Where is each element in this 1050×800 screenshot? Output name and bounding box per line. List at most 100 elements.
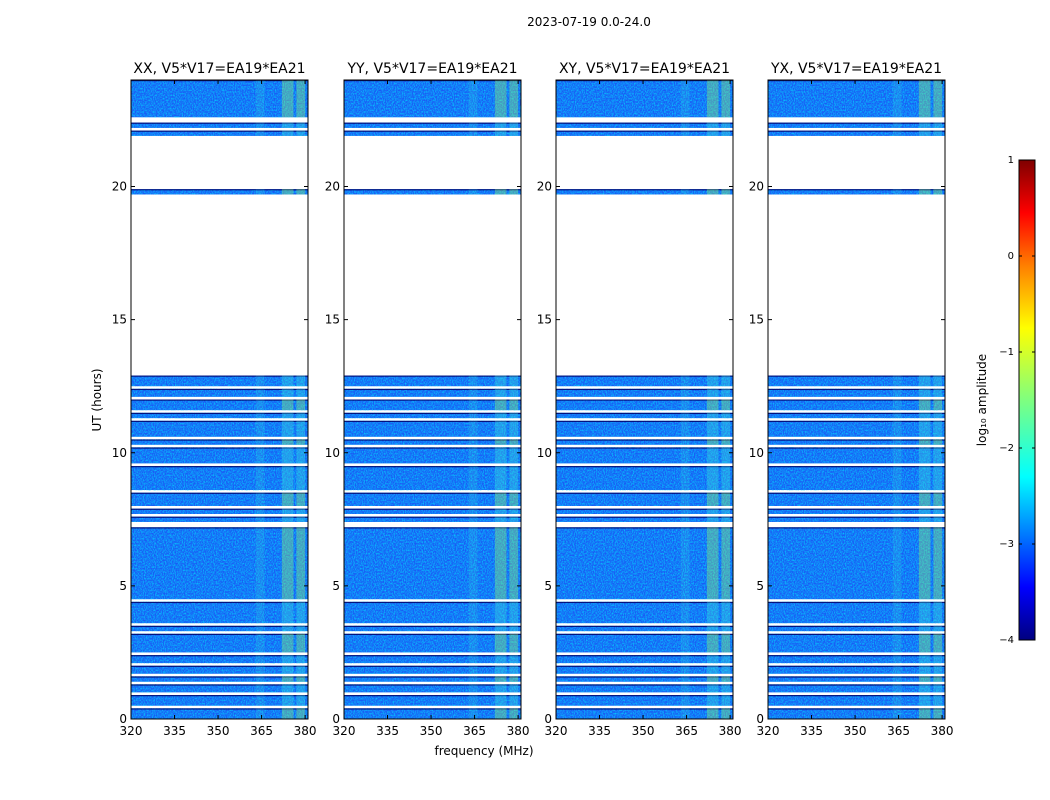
block-edge (344, 508, 521, 510)
block-edge (768, 601, 945, 604)
rfi-band (255, 388, 265, 397)
rfi-band (509, 420, 519, 437)
block-edge (768, 122, 945, 124)
rfi-band (255, 695, 265, 706)
rfi-band (892, 439, 902, 445)
block-edge (344, 684, 521, 686)
rfi-band (721, 412, 731, 419)
block-edge (131, 412, 308, 415)
rfi-band (706, 516, 719, 522)
block-edge (344, 625, 521, 628)
rfi-band (509, 527, 519, 600)
rfi-band (918, 412, 931, 419)
rfi-band (468, 684, 478, 693)
rfi-band (494, 492, 507, 506)
rfi-band (281, 375, 294, 387)
rfi-band (296, 420, 306, 437)
rfi-band (255, 676, 265, 682)
rfi-band (933, 655, 943, 664)
rfi-band (281, 439, 294, 445)
rfi-band (721, 375, 731, 387)
rfi-band (680, 466, 690, 491)
rfi-band (721, 527, 731, 600)
rfi-band (255, 516, 265, 522)
rfi-band (933, 633, 943, 653)
rfi-band (255, 492, 265, 506)
rfi-band (933, 399, 943, 411)
rfi-band (468, 189, 478, 195)
rfi-band (296, 684, 306, 693)
noise-texture (344, 388, 521, 397)
colorbar-tick-label: 1 (1008, 155, 1014, 166)
noise-texture (344, 80, 521, 118)
noise-texture (344, 508, 521, 514)
rfi-band (281, 695, 294, 706)
rfi-band (918, 655, 931, 664)
rfi-band (255, 375, 265, 387)
rfi-band (281, 412, 294, 419)
rfi-band (721, 388, 731, 397)
rfi-band (918, 625, 931, 632)
noise-texture (131, 684, 308, 693)
block-edge (131, 130, 308, 132)
rfi-band (509, 122, 519, 128)
y-tick-label: 15 (325, 313, 340, 327)
rfi-band (706, 708, 719, 719)
rfi-band (680, 122, 690, 128)
block-edge (556, 492, 733, 494)
rfi-band (918, 189, 931, 195)
y-tick-label: 5 (544, 579, 552, 593)
block-edge (344, 420, 521, 422)
rfi-band (281, 676, 294, 682)
block-edge (768, 665, 945, 667)
panel-yy: YY, V5*V17=EA19*EA21 320 335 350 365 380 0 5 10 1… (325, 61, 530, 738)
block-edge (344, 676, 521, 678)
rfi-band (468, 695, 478, 706)
block-edge (768, 695, 945, 697)
rfi-band (706, 122, 719, 128)
block-edge (768, 655, 945, 657)
rfi-band (494, 447, 507, 464)
noise-texture (344, 655, 521, 664)
block-edge (768, 684, 945, 686)
block-edge (131, 466, 308, 468)
block-edge (556, 420, 733, 422)
rfi-band (918, 447, 931, 464)
noise-texture (344, 708, 521, 719)
rfi-band (933, 665, 943, 674)
noise-texture (556, 516, 733, 522)
colorbar-tick-label: −2 (999, 443, 1014, 454)
rfi-band (255, 508, 265, 514)
rfi-band (918, 601, 931, 624)
block-edge (344, 601, 521, 604)
rfi-band (721, 130, 731, 136)
rfi-band (918, 492, 931, 506)
rfi-band (281, 399, 294, 411)
noise-texture (556, 695, 733, 706)
block-edge (344, 399, 521, 401)
rfi-band (892, 633, 902, 653)
rfi-band (468, 665, 478, 674)
noise-texture (131, 655, 308, 664)
rfi-band (255, 684, 265, 693)
rfi-band (468, 527, 478, 600)
rfi-band (680, 412, 690, 419)
rfi-band (281, 80, 294, 118)
block-edge (768, 633, 945, 635)
x-tick-label: 365 (463, 724, 486, 738)
rfi-band (892, 122, 902, 128)
block-edge (131, 189, 308, 191)
rfi-band (918, 439, 931, 445)
rfi-band (468, 601, 478, 624)
block-edge (344, 122, 521, 124)
rfi-band (892, 655, 902, 664)
block-edge (131, 399, 308, 401)
rfi-band (706, 447, 719, 464)
rfi-band (706, 655, 719, 664)
rfi-band (892, 388, 902, 397)
block-edge (344, 80, 521, 82)
rfi-band (706, 601, 719, 624)
rfi-band (918, 399, 931, 411)
rfi-band (509, 375, 519, 387)
rfi-band (680, 516, 690, 522)
